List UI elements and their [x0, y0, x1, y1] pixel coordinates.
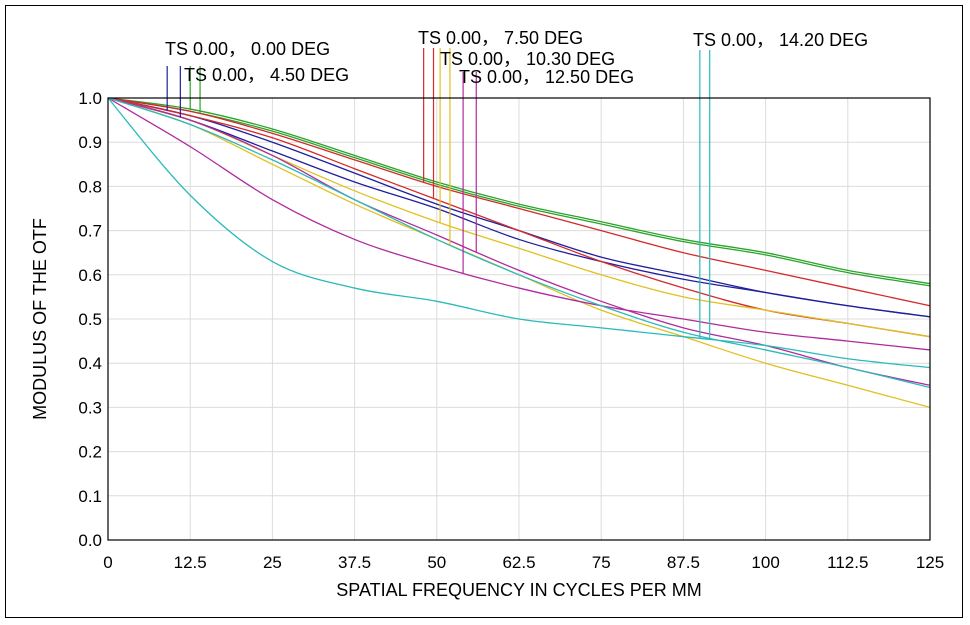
legend-markers	[166, 48, 711, 339]
legend-label: TS 0.00， 14.20 DEG	[693, 30, 868, 50]
series-line-4	[107, 97, 931, 307]
y-tick-label: 0.7	[78, 222, 102, 241]
x-tick-label: 125	[916, 553, 944, 572]
series-lines	[107, 97, 931, 409]
x-tick-label: 25	[263, 553, 282, 572]
x-tick-label: 0	[103, 553, 112, 572]
legend-label: TS 0.00， 4.50 DEG	[184, 65, 349, 85]
y-tick-label: 0.9	[78, 133, 102, 152]
y-tick-label: 0.0	[78, 531, 102, 550]
y-tick-label: 0.6	[78, 266, 102, 285]
x-tick-label: 50	[427, 553, 446, 572]
series-line-1	[107, 97, 931, 318]
legend-label: TS 0.00， 7.50 DEG	[418, 28, 583, 48]
x-tick-label: 100	[751, 553, 779, 572]
axes: 0 12.5 25 37.5 50 62.5 75 87.5 100 112.5 125 0.0 0.1…	[78, 89, 944, 572]
x-tick-label: 87.5	[667, 553, 700, 572]
legend-label: TS 0.00， 12.50 DEG	[459, 67, 634, 87]
legend-labels: TS 0.00， 0.00 DEG TS 0.00， 4.50 DEG TS 0.0…	[165, 28, 868, 87]
y-tick-label: 0.8	[78, 177, 102, 196]
y-axis-label: MODULUS OF THE OTF	[30, 218, 50, 420]
legend-label: TS 0.00， 0.00 DEG	[165, 39, 330, 59]
x-axis-label: SPATIAL FREQUENCY IN CYCLES PER MM	[336, 580, 701, 600]
series-line-10	[107, 97, 931, 369]
series-line-9	[107, 97, 931, 386]
y-tick-label: 0.3	[78, 398, 102, 417]
x-tick-label: 112.5	[827, 553, 868, 572]
x-tick-label: 37.5	[338, 553, 371, 572]
y-tick-label: 0.1	[78, 487, 102, 506]
x-tick-label: 75	[592, 553, 611, 572]
series-line-2	[107, 97, 931, 285]
plot-border	[107, 97, 931, 541]
x-tick-label: 12.5	[174, 553, 207, 572]
y-tick-label: 0.2	[78, 443, 102, 462]
series-line-11	[107, 97, 931, 389]
x-tick-label: 62.5	[502, 553, 535, 572]
legend-label: TS 0.00， 10.30 DEG	[440, 49, 615, 69]
series-line-8	[107, 97, 931, 351]
y-tick-label: 1.0	[78, 89, 102, 108]
series-line-3	[107, 97, 931, 287]
y-tick-label: 0.4	[78, 354, 102, 373]
y-tick-label: 0.5	[78, 310, 102, 329]
chart-frame	[5, 5, 963, 618]
